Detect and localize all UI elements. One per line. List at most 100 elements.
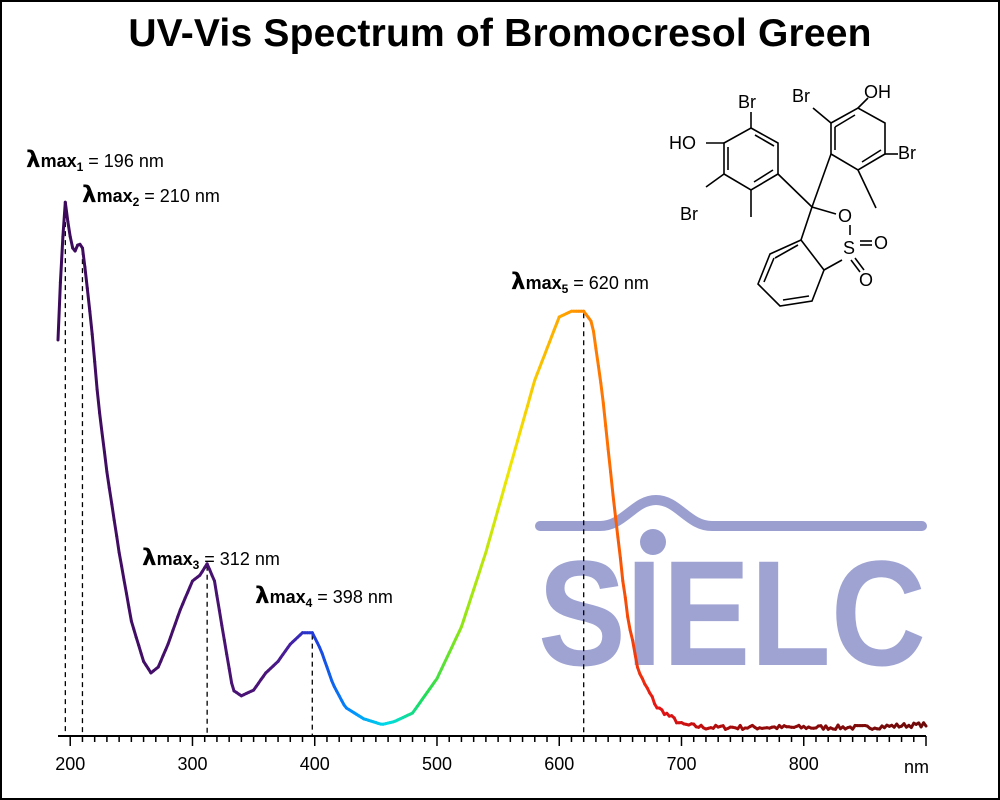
bromocresol-green-structure: Br HO Br Br OH Br O S O O (669, 82, 916, 307)
spectrum-line-segment (599, 381, 605, 405)
spectrum-series (56, 200, 928, 731)
x-axis-label: nm (904, 757, 929, 777)
spectrum-line-segment (93, 360, 99, 391)
logo-wordmark: SIELC (538, 529, 926, 697)
peak-sub-2: 2 (133, 195, 140, 209)
mol-label-o-right: O (874, 233, 888, 253)
peak-value-5: = 620 nm (573, 273, 649, 293)
spectrum-line-segment (611, 493, 617, 519)
peak-label-2: λmax2 = 210 nm (82, 182, 220, 209)
spectrum-line-segment (596, 364, 603, 385)
spectrum-line-segment (105, 470, 111, 490)
spectrum-line-segment (604, 424, 610, 451)
spectrum-line-segment (217, 609, 224, 627)
spectrum-line-segment (618, 556, 625, 583)
spectrum-line-segment (213, 579, 219, 598)
x-axis-ticks (69, 736, 927, 746)
mol-label-ho: HO (669, 133, 696, 153)
mol-label-s: S (843, 238, 855, 258)
peak-value-4: = 398 nm (317, 587, 393, 607)
logo-swoosh (535, 494, 927, 531)
peak-label-1: λmax1 = 196 nm (26, 147, 164, 174)
spectrum-line-segment (922, 721, 928, 728)
spectrum-line-segment (633, 652, 639, 669)
peak-value-3: = 312 nm (204, 549, 280, 569)
logo-dot (640, 529, 666, 555)
mol-label-oh: OH (864, 82, 891, 102)
spectrum-line-segment (526, 395, 532, 408)
spectrum-line-segment (63, 200, 70, 223)
peak-sub-1: 1 (77, 160, 84, 174)
spectrum-line-segment (98, 411, 104, 435)
spectrum-line-segment (594, 347, 600, 368)
sielc-watermark-logo: SIELC (535, 494, 927, 697)
spectrum-line-segment (609, 470, 615, 497)
spectrum-line-segment (58, 235, 65, 284)
mol-label-o-bottom: O (859, 270, 873, 290)
spectrum-line-segment (83, 265, 89, 290)
spectrum-line-segment (100, 431, 106, 454)
x-axis-tick-labels: 200 300 400 500 600 700 800 (55, 754, 819, 774)
x-tick-label: 300 (177, 754, 207, 774)
peak-label-5: λmax5 = 620 nm (511, 269, 649, 296)
spectrum-line-segment (125, 592, 131, 609)
spectrum-line-segment (606, 447, 613, 474)
spectrum-line-segment (68, 235, 75, 250)
chart-title: UV-Vis Spectrum of Bromocresol Green (128, 12, 872, 55)
peak-sub-4: 4 (306, 596, 313, 610)
spectrum-line-segment (112, 518, 119, 538)
spectrum-line-segment (88, 309, 94, 336)
spectrum-line-segment (107, 486, 114, 506)
spectrum-line-segment (90, 332, 97, 364)
peak-label-4: λmax4 = 398 nm (255, 583, 393, 610)
spectrum-line-segment (614, 515, 620, 539)
benzo-ring (757, 239, 825, 307)
spectrum-line-segment (631, 638, 637, 656)
spectrum-line-segment (117, 550, 124, 568)
mol-label-br-top-left: Br (738, 92, 756, 112)
left-phenol-ring (723, 127, 779, 191)
peak-value-2: = 210 nm (144, 186, 220, 206)
spectrum-line-segment (127, 605, 133, 623)
mol-label-br-left: Br (680, 204, 698, 224)
spectrum-line-segment (601, 401, 608, 428)
peak-guide-lines (64, 204, 585, 736)
x-tick-label: 600 (544, 754, 574, 774)
peak-sub-3: 3 (193, 558, 200, 572)
right-phenol-ring (830, 107, 886, 171)
spectrum-line-segment (623, 596, 630, 619)
mol-label-br-top-right: Br (792, 86, 810, 106)
x-tick-label: 700 (666, 754, 696, 774)
spectrum-line-segment (621, 579, 627, 599)
x-tick-label: 200 (55, 754, 85, 774)
x-tick-label: 400 (300, 754, 330, 774)
spectrum-line-segment (120, 564, 126, 582)
x-tick-label: 800 (789, 754, 819, 774)
spectrum-line-segment (589, 319, 595, 333)
spectrum-line-segment (592, 329, 598, 351)
spectrum-line-segment (215, 594, 221, 612)
spectrum-line-segment (222, 638, 229, 656)
peak-value-1: = 196 nm (88, 151, 164, 171)
spectrum-line-segment (66, 219, 72, 239)
spectrum-line-segment (103, 450, 109, 474)
spectrum-line-segment (628, 628, 635, 642)
spectrum-line-segment (225, 652, 231, 671)
mol-label-br-right: Br (898, 143, 916, 163)
spectrum-line-segment (122, 578, 128, 596)
spectrum-line-segment (626, 615, 632, 632)
spectrum-line-segment (501, 481, 507, 494)
spectrum-line-segment (56, 281, 62, 342)
spectrum-line-segment (115, 534, 121, 554)
peak-label-3: λmax3 = 312 nm (142, 545, 280, 572)
spectrum-line-segment (616, 535, 622, 560)
spectrum-line-segment (81, 246, 87, 269)
spectrum-line-segment (227, 667, 234, 685)
mol-label-o-ring: O (838, 206, 852, 226)
spectrum-line-segment (85, 286, 92, 313)
spectrum-line-segment (220, 623, 226, 642)
peak-sub-5: 5 (562, 282, 569, 296)
spectrum-line-segment (95, 387, 102, 415)
